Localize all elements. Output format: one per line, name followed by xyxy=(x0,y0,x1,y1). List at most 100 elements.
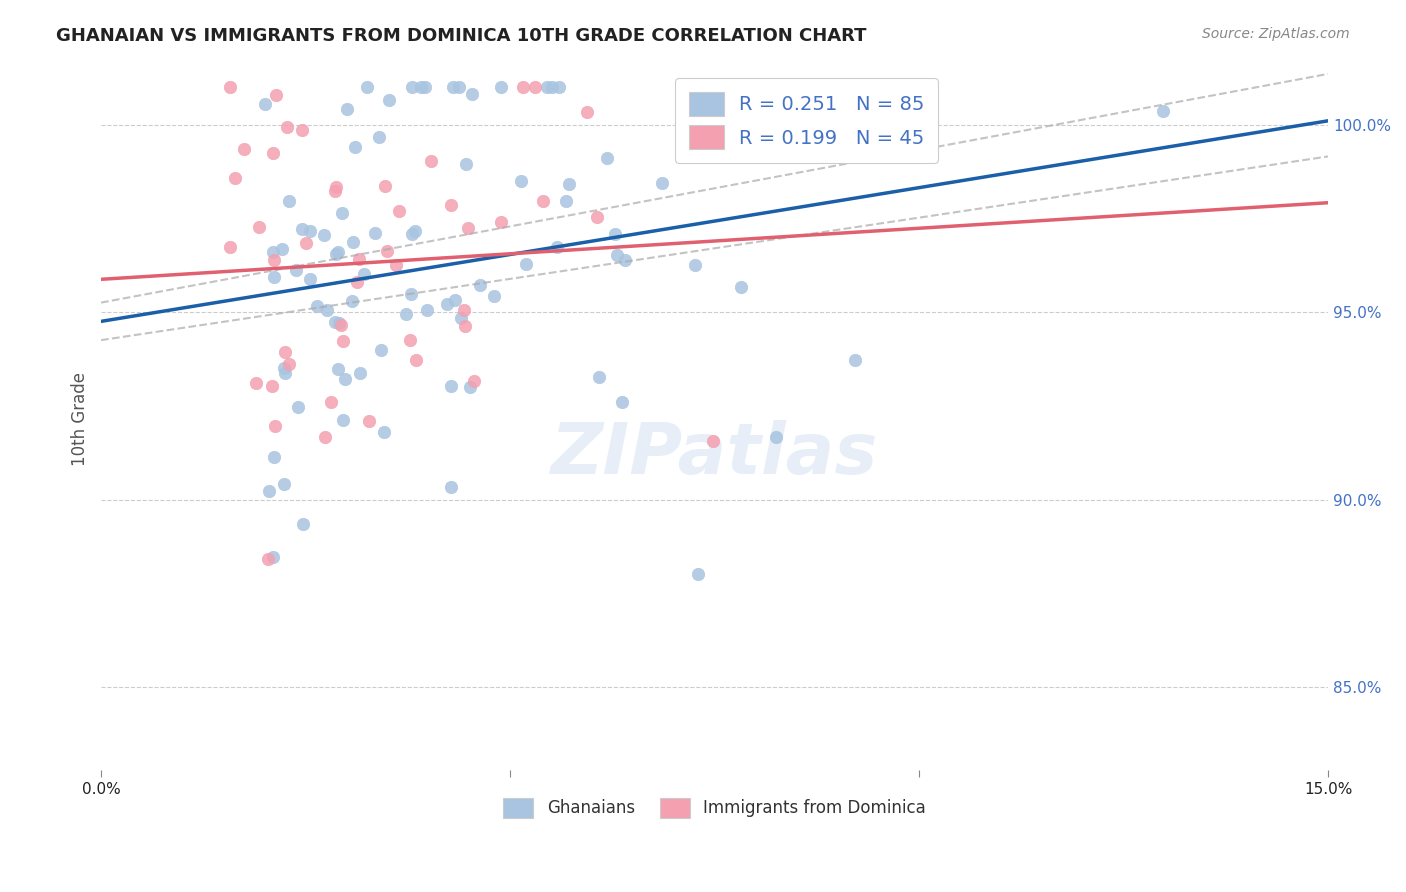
Legend: Ghanaians, Immigrants from Dominica: Ghanaians, Immigrants from Dominica xyxy=(496,791,932,825)
Point xyxy=(323,315,346,329)
Point xyxy=(401,227,423,241)
Point xyxy=(454,157,477,171)
Point xyxy=(450,310,472,325)
Point xyxy=(1152,104,1174,119)
Point xyxy=(536,80,558,95)
Point xyxy=(299,272,322,286)
Point xyxy=(278,194,301,208)
Point xyxy=(460,87,482,102)
Point xyxy=(346,275,368,289)
Point xyxy=(224,171,246,186)
Point xyxy=(385,258,408,272)
Point xyxy=(612,394,634,409)
Point xyxy=(444,293,467,308)
Point xyxy=(364,226,387,240)
Point xyxy=(353,267,375,281)
Point xyxy=(546,240,568,254)
Point xyxy=(457,221,479,235)
Point xyxy=(409,80,432,95)
Point xyxy=(440,480,463,494)
Point xyxy=(557,178,579,192)
Point xyxy=(357,414,380,428)
Point xyxy=(326,362,349,376)
Point xyxy=(588,369,610,384)
Point xyxy=(420,153,443,168)
Point xyxy=(651,177,673,191)
Point xyxy=(273,360,295,375)
Point xyxy=(416,302,439,317)
Point xyxy=(325,247,347,261)
Point xyxy=(388,203,411,218)
Point xyxy=(262,145,284,160)
Point xyxy=(305,299,328,313)
Point xyxy=(606,248,628,262)
Point xyxy=(404,224,426,238)
Point xyxy=(512,80,534,95)
Point xyxy=(340,293,363,308)
Point xyxy=(326,244,349,259)
Point xyxy=(405,353,427,368)
Point xyxy=(510,174,533,188)
Y-axis label: 10th Grade: 10th Grade xyxy=(72,372,89,467)
Point xyxy=(555,194,578,208)
Point xyxy=(378,93,401,107)
Point xyxy=(454,319,477,334)
Point xyxy=(312,227,335,242)
Point xyxy=(257,552,280,566)
Point xyxy=(458,380,481,394)
Point xyxy=(264,418,287,433)
Point xyxy=(270,242,292,256)
Text: R = 0.251   N = 85: R = 0.251 N = 85 xyxy=(740,89,925,109)
Point xyxy=(688,567,710,582)
Point xyxy=(765,430,787,444)
Point xyxy=(276,120,298,134)
Point xyxy=(447,80,470,95)
Point xyxy=(880,101,903,115)
Point xyxy=(468,278,491,293)
Point xyxy=(702,434,724,449)
Point xyxy=(285,263,308,277)
Point xyxy=(489,80,512,95)
Point xyxy=(273,345,295,359)
Point xyxy=(463,374,485,388)
Point xyxy=(262,550,284,565)
Point xyxy=(596,151,619,165)
Point xyxy=(332,334,354,348)
Point xyxy=(218,240,240,254)
Point xyxy=(254,96,277,111)
Point xyxy=(257,483,280,498)
Point xyxy=(440,379,463,393)
Point xyxy=(315,303,337,318)
Point xyxy=(342,235,364,249)
Point xyxy=(436,297,458,311)
Point xyxy=(263,450,285,464)
Point xyxy=(344,140,367,154)
Point xyxy=(576,105,599,120)
Point xyxy=(693,90,716,104)
Point xyxy=(375,244,398,259)
Point xyxy=(356,80,378,95)
Point xyxy=(298,224,321,238)
Point xyxy=(440,198,463,212)
Point xyxy=(291,517,314,532)
Point xyxy=(274,366,297,380)
Point xyxy=(401,80,423,95)
Point xyxy=(325,180,347,194)
Point xyxy=(295,235,318,250)
Point xyxy=(541,80,564,95)
Point xyxy=(401,286,423,301)
Point xyxy=(413,80,436,95)
Point xyxy=(332,413,354,427)
Point xyxy=(323,184,346,198)
Point xyxy=(329,318,352,333)
Point xyxy=(264,87,287,102)
Point xyxy=(399,333,422,347)
Point xyxy=(374,179,396,194)
Point xyxy=(260,379,283,393)
Point xyxy=(683,258,706,272)
Point xyxy=(330,206,353,220)
Point xyxy=(290,222,312,236)
Point xyxy=(328,316,350,330)
Point xyxy=(245,376,267,391)
Point xyxy=(218,80,240,95)
